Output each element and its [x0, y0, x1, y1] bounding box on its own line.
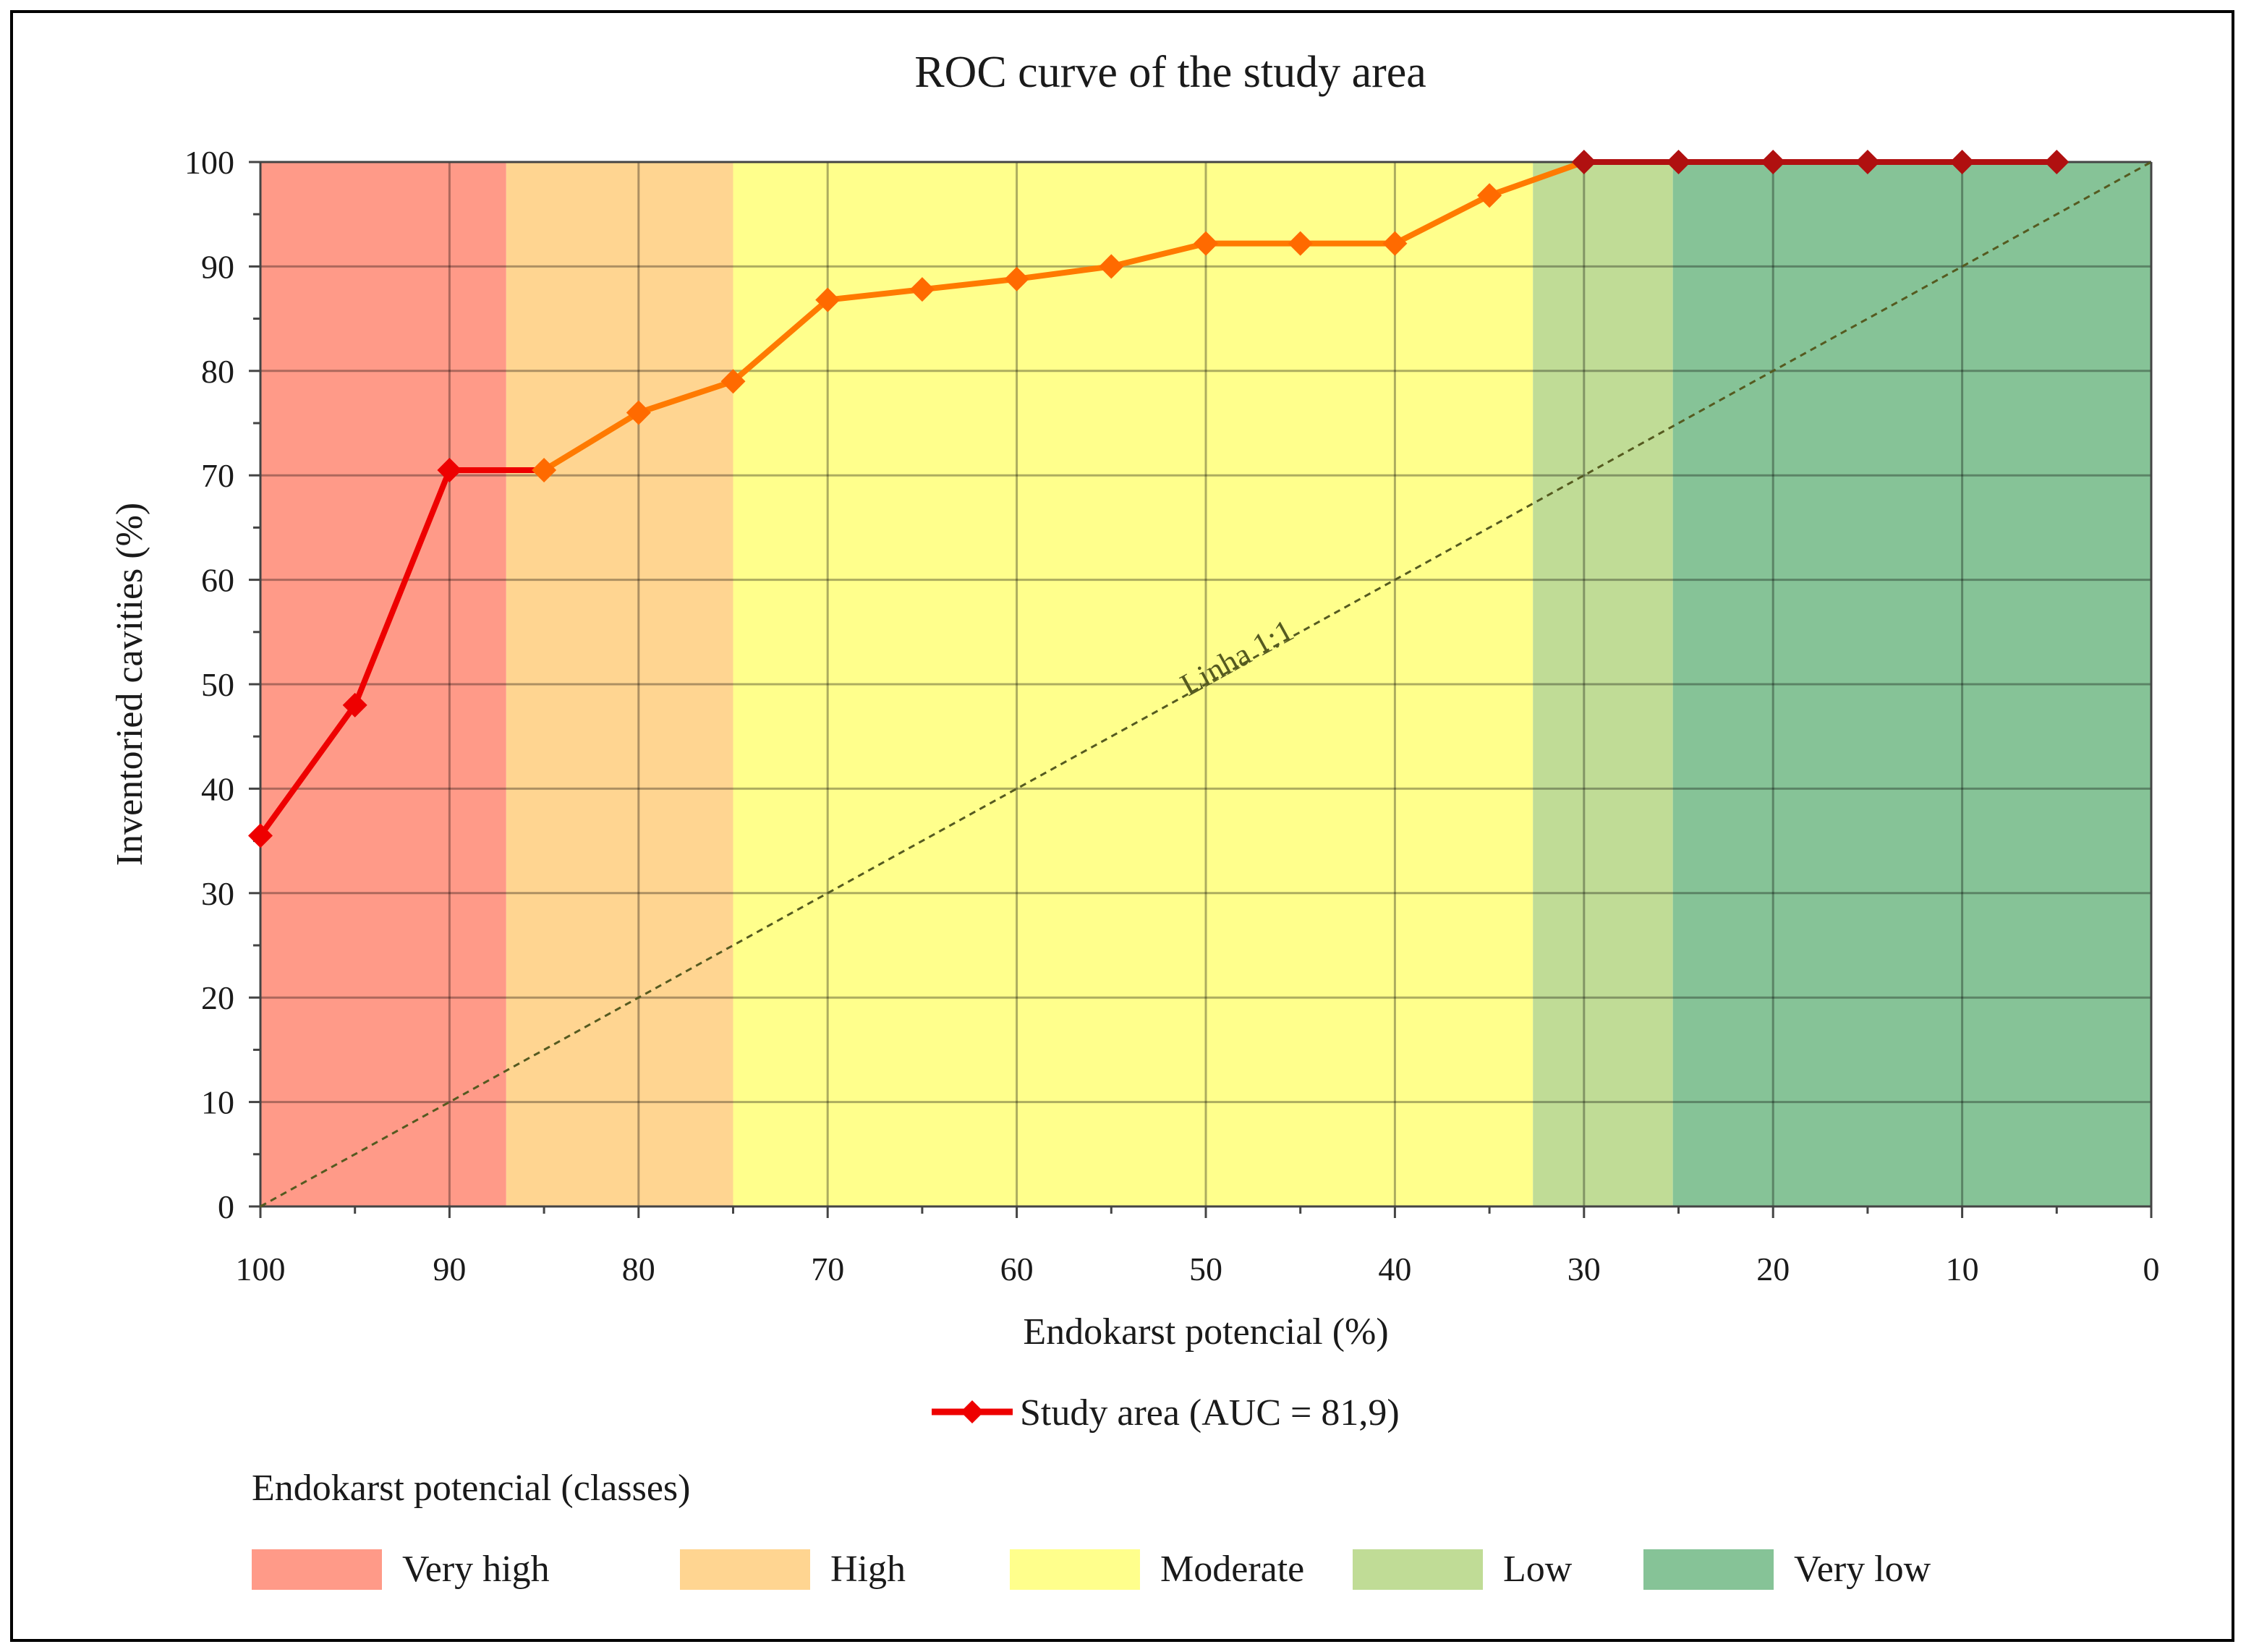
class-swatch-moderate — [1010, 1549, 1140, 1590]
band-very-high — [260, 162, 506, 1206]
series-segment-1 — [352, 467, 453, 708]
y-tick-labels: 0 10 20 30 40 50 60 70 80 90 100 — [184, 144, 234, 1225]
data-point-17 — [1855, 150, 1880, 174]
x-tick-labels: 100 90 80 70 60 50 40 30 20 10 0 — [236, 1251, 2160, 1287]
band-high — [506, 162, 733, 1206]
data-point-0 — [248, 823, 273, 848]
series-segment-7 — [919, 276, 1020, 293]
x-tick-label-40: 40 — [1378, 1251, 1411, 1287]
band-moderate — [733, 162, 1534, 1206]
data-point-13 — [1477, 183, 1502, 208]
data-point-18 — [1949, 150, 1975, 174]
axis-ticks — [249, 161, 2153, 1218]
class-swatch-very-low — [1643, 1549, 1774, 1590]
x-tick-label-60: 60 — [1000, 1251, 1034, 1287]
class-bands — [260, 162, 2151, 1206]
legend-label-study-area: Study area (AUC = 81,9) — [1020, 1392, 1400, 1434]
x-tick-label-100: 100 — [236, 1251, 286, 1287]
reference-diagonal — [260, 161, 2152, 1208]
y-tick-label-20: 20 — [201, 979, 234, 1016]
x-tick-label-10: 10 — [1946, 1251, 1979, 1287]
data-point-5 — [720, 369, 746, 394]
x-tick-label-70: 70 — [811, 1251, 844, 1287]
legend-marker-swatch — [961, 1400, 984, 1423]
data-point-1 — [342, 692, 367, 718]
series-segment-4 — [635, 378, 736, 416]
class-label-low: Low — [1503, 1549, 1573, 1590]
y-tick-label-90: 90 — [201, 248, 234, 285]
data-point-14 — [1571, 150, 1596, 174]
series-segment-0 — [258, 702, 358, 839]
data-point-4 — [626, 400, 651, 425]
chart-title: ROC curve of the study area — [914, 48, 1426, 97]
y-tick-label-60: 60 — [201, 562, 234, 599]
x-tick-label-80: 80 — [622, 1251, 655, 1287]
x-tick-label-20: 20 — [1756, 1251, 1790, 1287]
series-segment-9 — [1108, 240, 1209, 270]
class-label-moderate: Moderate — [1160, 1549, 1304, 1590]
x-tick-label-90: 90 — [433, 1251, 466, 1287]
x-tick-label-30: 30 — [1567, 1251, 1601, 1287]
y-tick-label-30: 30 — [201, 875, 234, 912]
data-point-15 — [1666, 150, 1691, 174]
class-swatch-low — [1353, 1549, 1483, 1590]
data-point-10 — [1194, 231, 1218, 256]
y-tick-label-10: 10 — [201, 1084, 234, 1121]
series-study-area — [248, 150, 2070, 848]
series-segment-13 — [1486, 159, 1587, 199]
y-tick-label-70: 70 — [201, 457, 234, 494]
x-tick-label-0: 0 — [2143, 1251, 2160, 1287]
class-label-very-high: Very high — [402, 1549, 550, 1590]
series-legend: Study area (AUC = 81,9) — [932, 1392, 1400, 1434]
series-segment-5 — [730, 297, 831, 385]
x-tick-label-50: 50 — [1189, 1251, 1222, 1287]
series-segment-6 — [825, 286, 925, 303]
roc-chart: ROC curve of the study area Linha 1:1 10… — [109, 48, 2160, 1590]
y-axis-label: Inventoried cavities (%) — [109, 503, 150, 866]
figure-frame: ROC curve of the study area Linha 1:1 10… — [10, 10, 2234, 1642]
data-point-16 — [1761, 150, 1786, 174]
class-label-very-low: Very low — [1794, 1549, 1931, 1590]
data-point-8 — [1004, 266, 1029, 291]
class-swatch-very-high — [252, 1549, 382, 1590]
class-label-high: High — [830, 1549, 906, 1590]
y-tick-label-100: 100 — [184, 144, 234, 181]
data-point-11 — [1288, 231, 1313, 256]
y-tick-label-80: 80 — [201, 353, 234, 390]
data-point-3 — [532, 457, 557, 482]
data-point-19 — [2044, 150, 2070, 174]
classes-legend: Very high High Moderate Low Very low — [252, 1549, 1931, 1590]
data-point-2 — [437, 457, 462, 482]
data-point-9 — [1099, 254, 1124, 279]
class-swatch-high — [680, 1549, 810, 1590]
series-segment-3 — [541, 409, 642, 473]
band-very-low — [1672, 162, 2151, 1206]
x-axis-label: Endokarst potencial (%) — [1023, 1311, 1388, 1353]
data-point-6 — [815, 287, 841, 312]
band-low — [1533, 162, 1673, 1206]
data-point-7 — [909, 277, 935, 302]
y-tick-label-40: 40 — [201, 770, 234, 807]
series-segment-8 — [1013, 263, 1115, 282]
data-point-12 — [1382, 231, 1408, 256]
series-segment-12 — [1392, 192, 1493, 247]
classes-legend-title: Endokarst potencial (classes) — [252, 1468, 690, 1509]
y-tick-label-50: 50 — [201, 666, 234, 703]
y-tick-label-0: 0 — [218, 1188, 234, 1225]
